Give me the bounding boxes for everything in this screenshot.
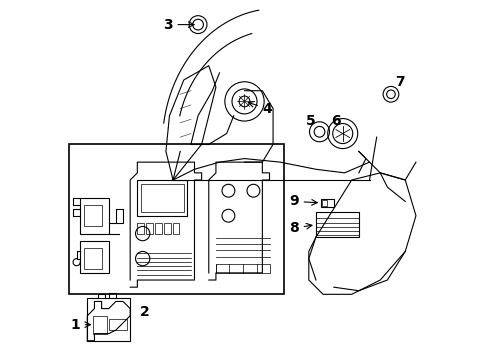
- Text: 3: 3: [163, 18, 194, 32]
- Bar: [321, 199, 333, 207]
- Bar: [137, 180, 187, 216]
- Bar: [69, 144, 283, 294]
- Bar: [173, 223, 179, 234]
- Bar: [108, 319, 126, 330]
- Bar: [83, 248, 102, 269]
- Bar: [137, 223, 143, 234]
- Bar: [141, 184, 183, 212]
- Bar: [80, 241, 108, 273]
- Bar: [87, 298, 130, 341]
- Bar: [146, 223, 152, 234]
- Bar: [315, 212, 358, 237]
- Bar: [93, 316, 107, 334]
- Text: 5: 5: [305, 114, 315, 128]
- Bar: [155, 223, 162, 234]
- Text: 2: 2: [139, 305, 149, 319]
- Text: 9: 9: [288, 194, 317, 208]
- Bar: [164, 223, 170, 234]
- Bar: [216, 264, 269, 273]
- Bar: [322, 200, 326, 206]
- Text: 4: 4: [248, 102, 272, 116]
- Text: 1: 1: [70, 318, 90, 332]
- Bar: [83, 205, 102, 226]
- Bar: [80, 198, 108, 234]
- Text: 6: 6: [330, 114, 340, 128]
- Text: 7: 7: [394, 75, 404, 89]
- Text: 8: 8: [288, 221, 311, 235]
